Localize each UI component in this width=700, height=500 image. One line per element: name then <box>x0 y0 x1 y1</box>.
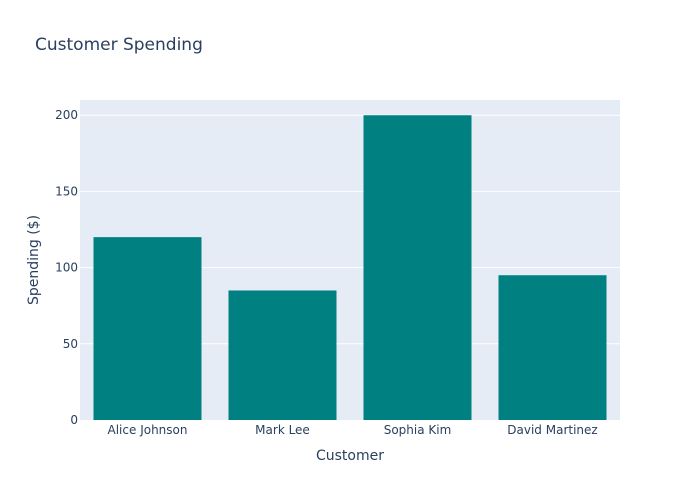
x-tick-label: Alice Johnson <box>108 423 188 437</box>
bar-mark-lee[interactable] <box>228 290 337 420</box>
x-axis-title: Customer <box>316 448 384 464</box>
bar-david-martinez[interactable] <box>498 275 607 420</box>
y-tick-label: 200 <box>55 108 78 122</box>
bars <box>93 115 607 420</box>
x-tick-label: Mark Lee <box>255 423 310 437</box>
y-axis-title: Spending ($) <box>26 215 42 305</box>
y-tick-label: 0 <box>70 413 78 427</box>
y-tick-label: 50 <box>63 337 78 351</box>
y-tick-label: 150 <box>55 184 78 198</box>
bar-alice-johnson[interactable] <box>93 237 202 420</box>
chart-title: Customer Spending <box>35 35 203 55</box>
x-axis-ticks: Alice Johnson Mark Lee Sophia Kim David Mar… <box>108 423 598 437</box>
bar-sophia-kim[interactable] <box>363 115 472 420</box>
y-tick-label: 100 <box>55 261 78 275</box>
y-axis-ticks: 0 50 100 150 200 <box>55 108 78 427</box>
x-tick-label: David Martinez <box>507 423 597 437</box>
x-tick-label: Sophia Kim <box>384 423 452 437</box>
